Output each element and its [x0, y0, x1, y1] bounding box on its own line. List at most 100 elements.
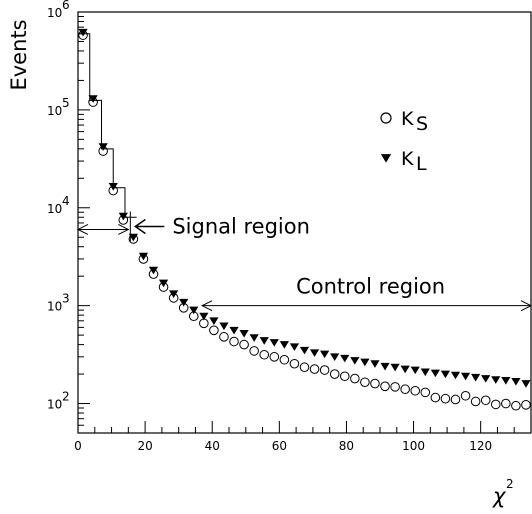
kl-point	[511, 378, 521, 386]
legend-label: K	[401, 108, 414, 130]
ks-point	[521, 400, 531, 410]
kl-point	[460, 372, 471, 381]
ks-point	[289, 358, 300, 369]
ks-point	[239, 339, 249, 350]
kl-point	[400, 365, 410, 374]
histogram-step-line	[78, 33, 137, 218]
kl-point	[249, 334, 259, 342]
ks-point	[410, 385, 421, 396]
ks-point	[511, 400, 521, 411]
control-region-label: Control region	[296, 275, 445, 299]
kl-point	[410, 366, 420, 375]
series-group	[78, 28, 531, 411]
ks-point	[329, 369, 340, 379]
ks-point	[430, 392, 441, 403]
kl-point	[189, 306, 199, 315]
ks-point	[480, 395, 491, 406]
kl-point	[380, 362, 390, 371]
y-tick-label-base: 10	[47, 300, 62, 314]
y-tick-label-exponent: 4	[62, 194, 70, 208]
legend-ks-marker	[380, 112, 392, 124]
ks-point	[390, 382, 400, 392]
step-histogram	[78, 33, 137, 218]
x-tick-label: 100	[402, 439, 425, 453]
kl-point	[78, 28, 88, 37]
kl-point	[229, 326, 239, 335]
kl-point	[269, 339, 279, 347]
kl-point	[169, 290, 179, 298]
kl-point	[440, 370, 451, 379]
kl-point	[501, 377, 511, 385]
kl-point	[309, 349, 320, 357]
ks-point	[440, 393, 451, 404]
legend: K SK L	[380, 108, 428, 175]
control-region-left-arrowhead	[201, 300, 213, 312]
y-tick-label-exponent: 6	[62, 0, 70, 12]
kl-point	[138, 252, 149, 261]
ks-point	[229, 336, 239, 347]
kl-point	[370, 360, 380, 368]
ks-point	[450, 394, 461, 405]
ks-point	[219, 332, 229, 342]
signal-region-pointer-head	[134, 218, 146, 235]
kl-point	[299, 346, 310, 355]
ks-point	[299, 362, 310, 373]
ks-point	[309, 364, 320, 374]
kl-point	[450, 371, 461, 380]
ks-point	[370, 378, 380, 389]
kl-point	[471, 373, 481, 382]
kl-point	[390, 363, 400, 372]
x-tick-label: 0	[74, 439, 82, 453]
x-tick-label: 120	[469, 439, 492, 453]
kl-point	[279, 341, 289, 349]
ks-point	[360, 377, 370, 388]
ks-point	[501, 398, 511, 409]
ks-point	[380, 381, 390, 392]
ks-point	[339, 371, 350, 382]
legend-label-subscript: S	[416, 113, 428, 135]
kl-point	[98, 143, 108, 151]
kl-point	[219, 322, 229, 331]
ks-point	[350, 373, 360, 384]
annotations: Signal region Control region	[76, 211, 532, 312]
y-tick-label-base: 10	[47, 6, 62, 20]
kl-point	[491, 376, 501, 384]
kl-point	[340, 354, 350, 363]
x-tick-label: 60	[272, 439, 287, 453]
ks-point	[400, 384, 410, 395]
ks-point	[470, 396, 481, 407]
legend-label-subscript: L	[416, 153, 427, 175]
ks-point	[269, 352, 280, 362]
kl-point	[360, 358, 370, 367]
signal-region-left-arrowhead	[76, 224, 89, 235]
kl-point	[148, 266, 159, 275]
y-tick-label-exponent: 5	[62, 96, 70, 110]
kl-point	[209, 317, 219, 325]
signal-region-label: Signal region	[172, 214, 310, 238]
kl-point	[430, 369, 440, 378]
ks-point	[209, 325, 219, 336]
kl-point	[88, 95, 98, 103]
y-tick-label-base: 10	[47, 202, 62, 216]
y-tick-label-exponent: 2	[62, 390, 70, 404]
y-tick-label-base: 10	[47, 104, 62, 118]
ks-point	[490, 399, 501, 410]
kl-point	[330, 353, 340, 361]
ks-point	[259, 349, 270, 360]
x-tick-label: 20	[137, 439, 152, 453]
kl-point	[350, 357, 360, 365]
x-axis-title: χ	[492, 484, 507, 508]
x-tick-label: 80	[339, 439, 354, 453]
ks-point	[279, 354, 290, 365]
ks-point	[420, 387, 431, 398]
kl-point	[521, 380, 531, 388]
kl-point	[259, 337, 269, 345]
kl-point	[320, 350, 330, 359]
ks-point	[460, 390, 471, 401]
kl-point	[179, 298, 189, 307]
y-tick-label-base: 10	[47, 398, 62, 412]
ks-point	[249, 346, 259, 356]
